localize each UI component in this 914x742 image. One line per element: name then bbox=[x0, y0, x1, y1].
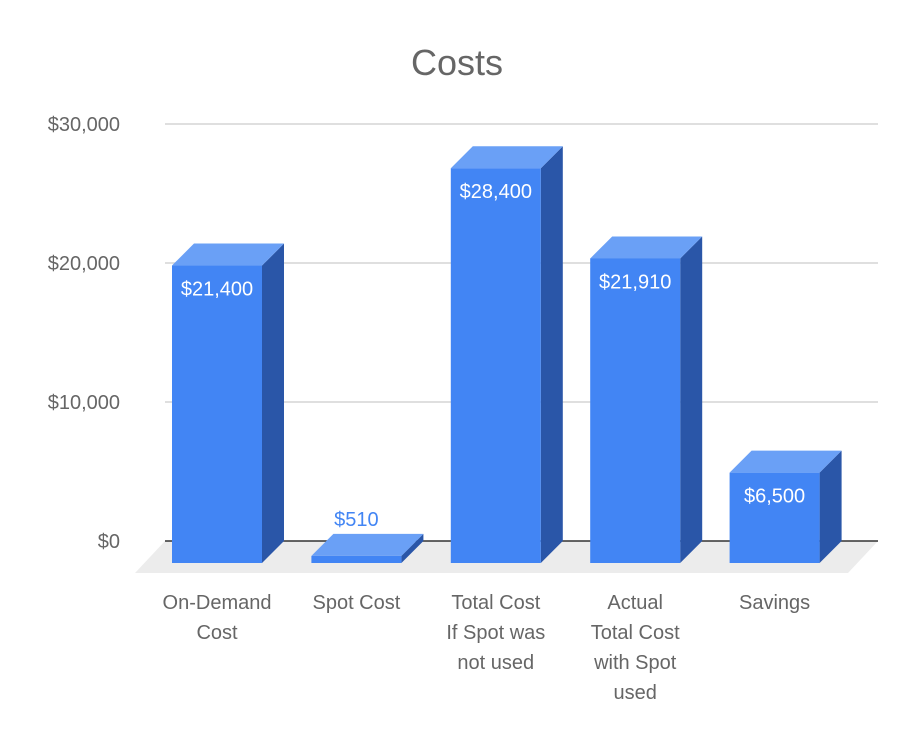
data-label: $510 bbox=[334, 509, 379, 531]
x-tick-label: Total Cost bbox=[451, 592, 540, 614]
data-label: $21,400 bbox=[181, 279, 253, 301]
bar-side bbox=[819, 450, 842, 563]
bar-top bbox=[172, 243, 284, 266]
y-tick-label: $30,000 bbox=[48, 114, 120, 136]
bar bbox=[172, 265, 262, 563]
bar-side bbox=[540, 146, 563, 564]
x-tick-label: Cost bbox=[196, 622, 238, 644]
bar bbox=[590, 258, 681, 563]
x-tick-label: If Spot was bbox=[446, 622, 545, 644]
bar-side bbox=[680, 236, 703, 564]
bar-side bbox=[262, 243, 284, 564]
x-tick-label: On-Demand bbox=[163, 592, 272, 614]
bar-side bbox=[401, 533, 424, 563]
y-tick-label: $10,000 bbox=[48, 392, 120, 414]
data-label: $28,400 bbox=[460, 181, 532, 203]
x-tick-label: with Spot bbox=[593, 652, 677, 674]
y-tick-label: $20,000 bbox=[48, 253, 120, 275]
y-tick-label: $0 bbox=[98, 531, 120, 553]
x-tick-label: used bbox=[614, 682, 657, 704]
bar-top bbox=[729, 450, 842, 473]
data-label: $21,910 bbox=[599, 271, 671, 293]
bar-top bbox=[311, 533, 424, 556]
chart-title: Costs bbox=[411, 42, 503, 83]
x-tick-label: not used bbox=[457, 652, 534, 674]
bar-top bbox=[450, 146, 563, 169]
bar bbox=[729, 472, 820, 563]
x-tick-label: Savings bbox=[739, 592, 810, 614]
x-tick-label: Spot Cost bbox=[312, 592, 400, 614]
x-tick-label: Actual bbox=[607, 592, 663, 614]
bar bbox=[311, 555, 402, 563]
bar bbox=[450, 168, 541, 564]
x-tick-label: Total Cost bbox=[591, 622, 680, 644]
data-label: $6,500 bbox=[744, 486, 805, 508]
bar-top bbox=[590, 236, 703, 259]
